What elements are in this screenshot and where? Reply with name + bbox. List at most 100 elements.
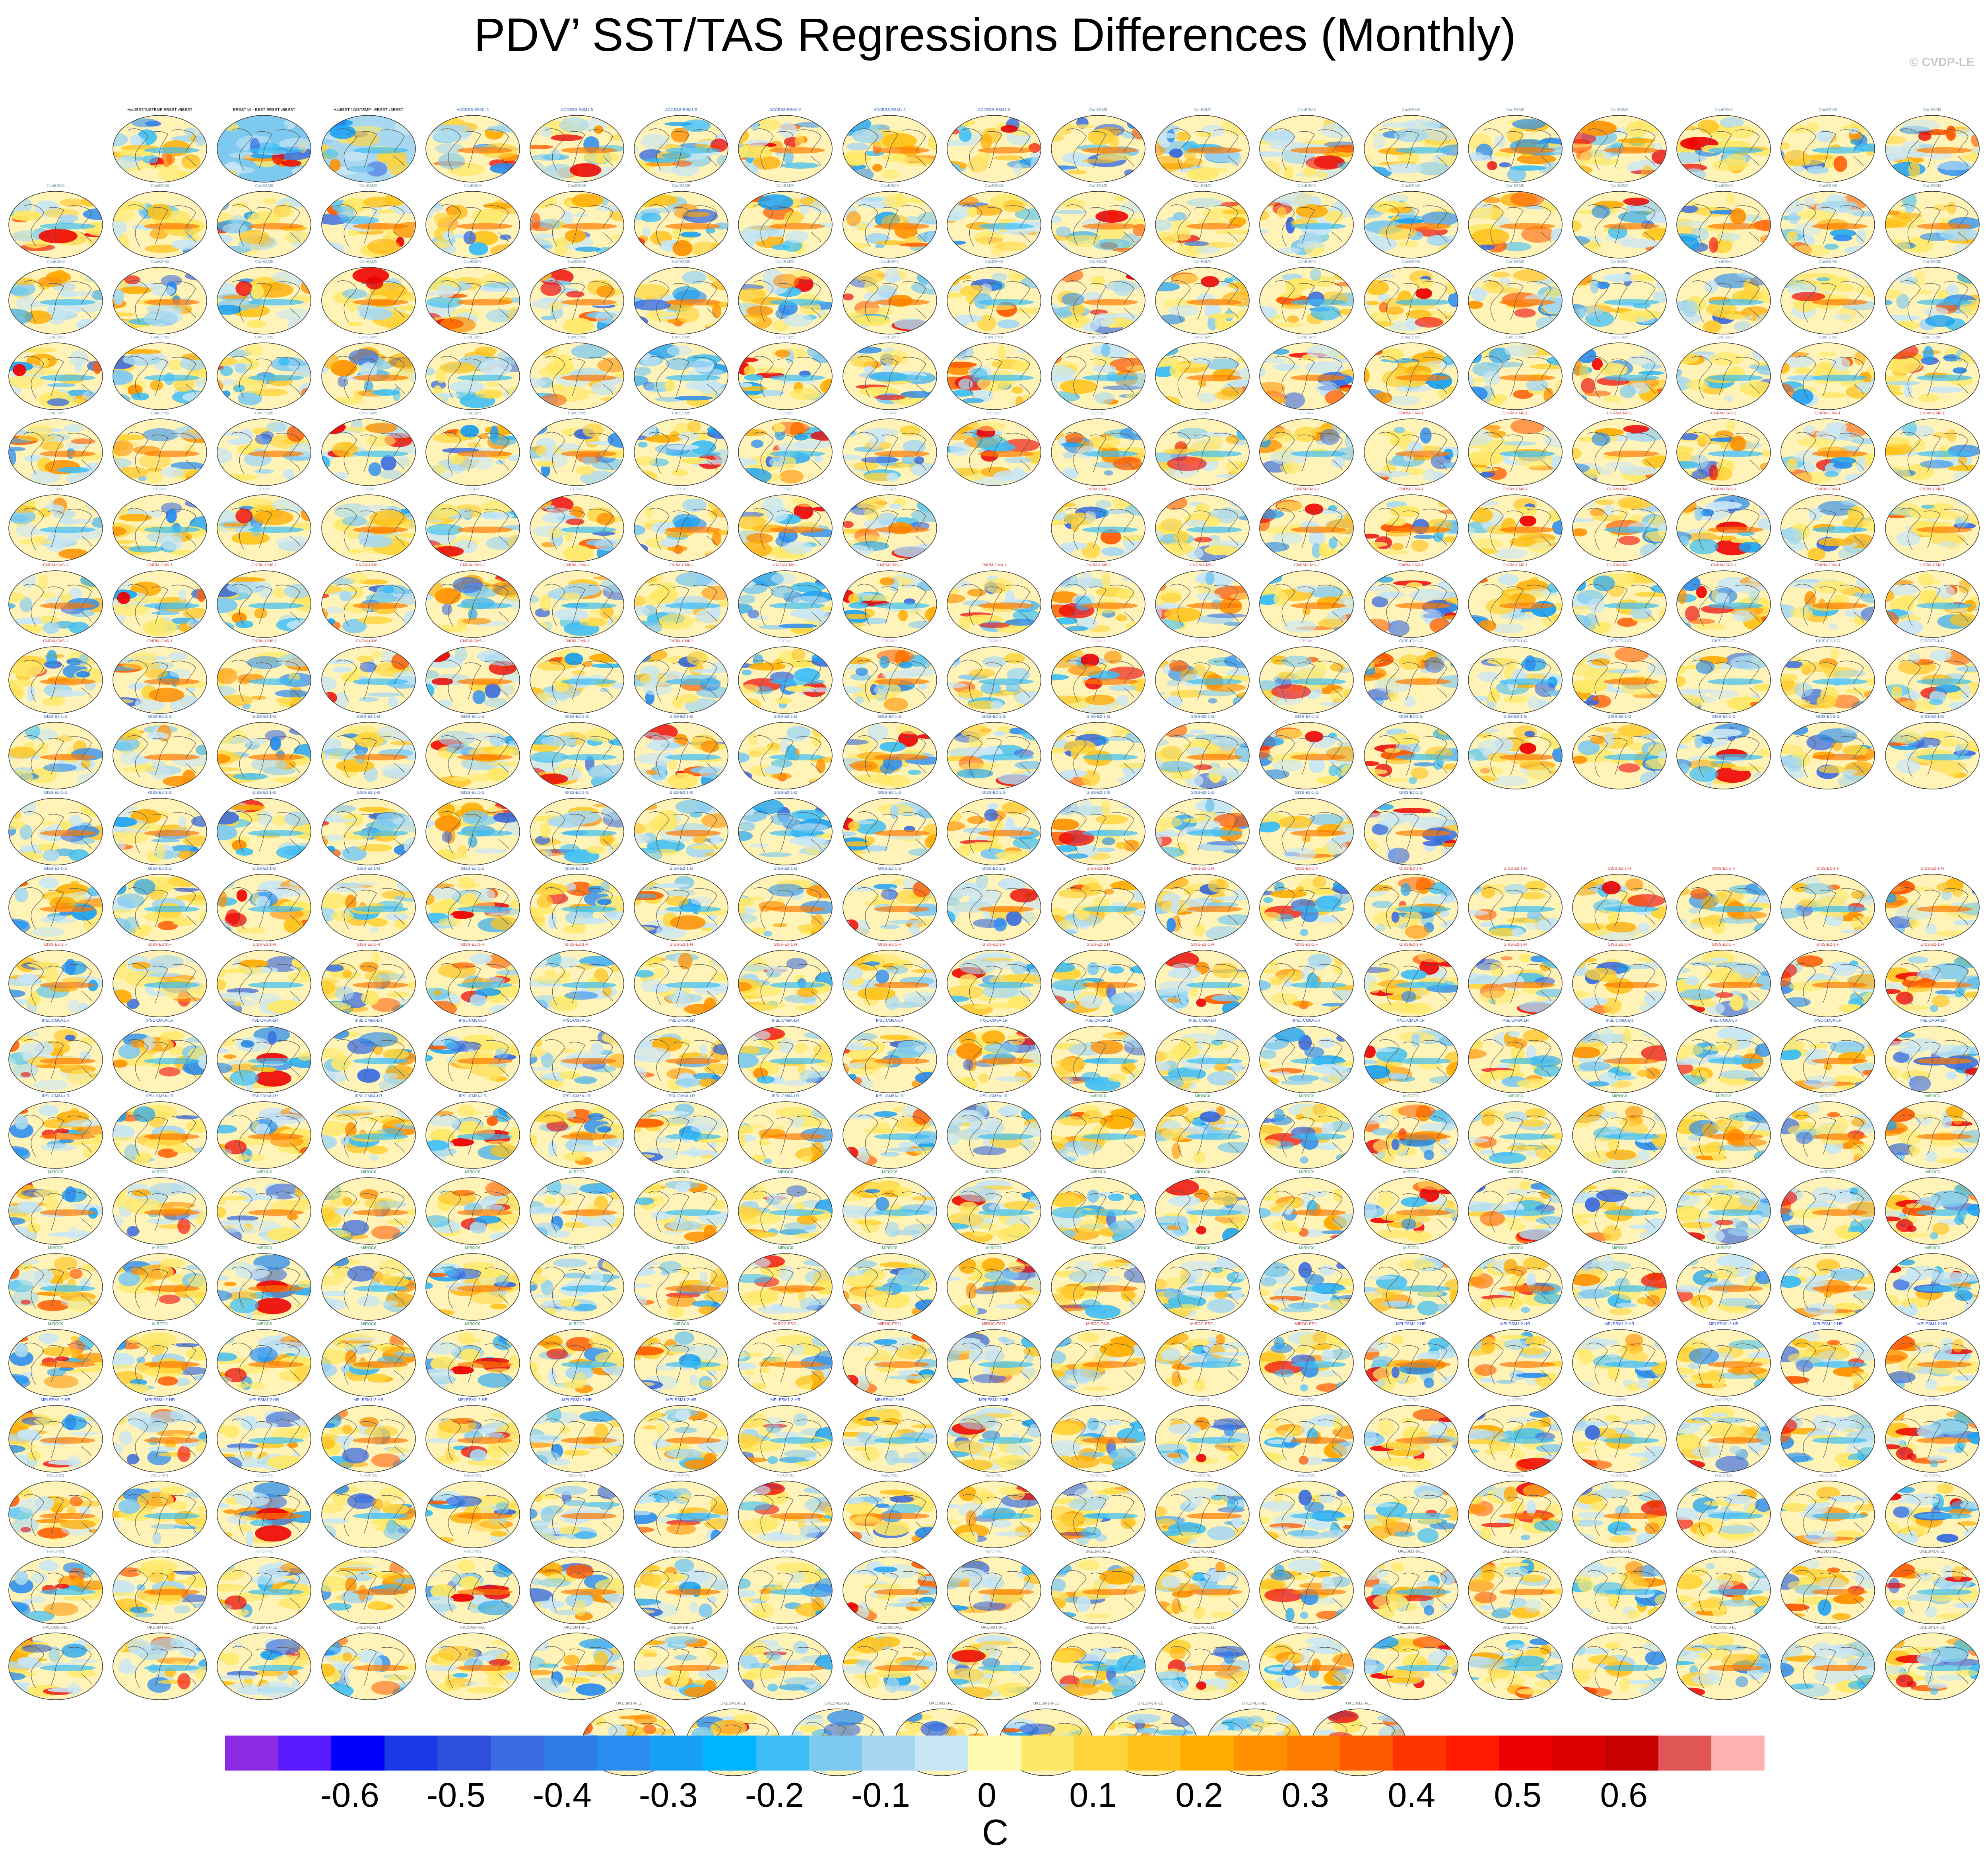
map-panel: MPI-ESM1-2-HR <box>527 1398 627 1473</box>
map-panel: MIROC6 <box>6 1170 106 1245</box>
regression-map <box>217 1025 312 1093</box>
regression-map <box>1572 1329 1667 1397</box>
regression-map <box>8 1405 103 1473</box>
map-panel: CNRM-CM6-1 <box>6 563 106 638</box>
panel-title: CanESM5 <box>880 335 899 340</box>
panel-title: MIROC6 <box>1194 1246 1210 1250</box>
panel-title: HadISST/GISTEMP ERSST v5BEST <box>127 108 192 112</box>
map-panel: CanESM5 <box>1048 335 1148 410</box>
map-panel: CNRM-CM6-1 <box>1048 563 1148 638</box>
map-panel: IPSL-CM6A-LR <box>110 1018 210 1094</box>
regression-map <box>1259 1557 1354 1624</box>
regression-map <box>8 1481 103 1549</box>
map-panel: GISS-E2-1-G <box>735 790 835 866</box>
map-panel: MIROC6 <box>423 1170 523 1245</box>
panel-title: MPI-ESM1-2-HR <box>1604 1322 1635 1326</box>
regression-map <box>1051 874 1145 941</box>
regression-map <box>634 191 728 259</box>
colorbar-swatch <box>225 1736 278 1771</box>
map-panel: CanESM5 <box>110 335 210 410</box>
map-panel: CanESM5 <box>1569 259 1670 335</box>
panel-title: MIROC6 <box>1507 1170 1523 1175</box>
regression-map <box>217 191 312 259</box>
regression-map <box>842 494 937 562</box>
panel-title: GISS-E2-1-G <box>461 715 485 719</box>
panel-title: CanESM5 <box>1089 259 1107 264</box>
map-panel: CNRM-CM6-1 <box>110 639 210 714</box>
regression-map <box>321 646 416 714</box>
panel-title: IPSL-CM6A-LR <box>563 1018 591 1023</box>
regression-map <box>634 646 728 714</box>
panel-title: GISS-E2-1-G <box>669 791 693 795</box>
regression-map <box>8 342 103 410</box>
regression-map <box>1051 115 1145 183</box>
map-panel: CNRM-CM6-1 <box>1673 487 1774 562</box>
map-panel: CESM1 <box>1048 411 1148 486</box>
map-panel: IPSL-CM6A-LR <box>1465 1018 1565 1094</box>
regression-map <box>1155 1177 1250 1245</box>
regression-map <box>1676 950 1771 1017</box>
map-panel: UKESM1-0-LL <box>840 1625 940 1701</box>
panel-title: MIROC6 <box>1299 1246 1314 1250</box>
panel-title: MPI-ESM1-2-HR <box>875 1398 905 1402</box>
map-panel: CESM1 <box>944 411 1044 486</box>
regression-map <box>425 1481 520 1549</box>
panel-title: MIROC6 <box>1716 1246 1732 1250</box>
map-panel: UKESM1-0-LL <box>1152 1549 1252 1625</box>
panel-title: CNRM-CM6-1 <box>1919 563 1945 568</box>
panel-title: NorCPM1 <box>985 1473 1003 1478</box>
panel-title: GISS-E2-1-G <box>878 867 902 871</box>
regression-map <box>1363 1025 1458 1093</box>
panel-title: GISS-E2-1-H <box>1295 867 1318 871</box>
map-panel: CNRM-CM6-1 <box>1882 411 1982 486</box>
map-panel: IPSL-CM6A-LR <box>840 1018 940 1094</box>
regression-map <box>1363 342 1458 410</box>
map-panel: NorCPM1 <box>840 1549 940 1625</box>
regression-map <box>1572 342 1667 410</box>
panel-title: GISS-E2-1-H <box>44 942 68 947</box>
panel-title: MIROC6 <box>1090 1246 1106 1250</box>
colorbar-swatch <box>1340 1736 1393 1771</box>
map-panel: NorCPM1 <box>840 1473 940 1549</box>
regression-map <box>738 418 833 486</box>
panel-title: CanESM5 <box>1402 259 1420 264</box>
map-panel: NorCPM1 <box>944 1473 1044 1549</box>
regression-map <box>1468 1557 1563 1624</box>
regression-map <box>947 874 1041 941</box>
panel-title: GISS-E2-1-G <box>773 791 798 795</box>
panel-title: NorCPM1 <box>985 1549 1003 1554</box>
panel-title: CanESM5 <box>151 411 169 416</box>
map-panel: CanESM5 <box>214 183 314 259</box>
panel-title: CanESM5 <box>568 335 586 340</box>
panel-title: CNRM-CM6-1 <box>668 639 694 643</box>
panel-title: CanESM5 <box>672 335 690 340</box>
panel-title: IPSL-CM6A-LR <box>459 1018 487 1023</box>
regression-map <box>113 266 207 334</box>
panel-title: CanESM5 <box>1402 183 1420 188</box>
map-panel: GISS-E2-1-G <box>318 866 419 942</box>
regression-map <box>634 418 728 486</box>
regression-map <box>425 418 520 486</box>
map-panel: NorCPM1 <box>1673 1398 1774 1473</box>
map-panel: CanESM5 <box>1256 259 1357 335</box>
colorbar-swatch <box>596 1736 650 1771</box>
panel-title: MIROC6 <box>1403 1094 1419 1099</box>
map-panel: GISS-E2-1-G <box>527 714 627 790</box>
colorbar-swatch <box>1074 1736 1128 1771</box>
map-panel: CanESM5 <box>318 335 419 410</box>
panel-title: MIROC6 <box>569 1322 585 1326</box>
panel-title: CNRM-CM6-1 <box>251 639 277 643</box>
panel-title: CNRM-CM6-1 <box>251 563 277 568</box>
map-panel: CNRM-CM6-1 <box>1048 487 1148 562</box>
colorbar-units: C <box>982 1812 1009 1853</box>
regression-map <box>947 798 1041 865</box>
regression-map <box>530 798 624 865</box>
panel-title: IPSL-CM6A-LR <box>355 1094 382 1099</box>
panel-title: MPI-ESM1-2-HR <box>1396 1322 1426 1326</box>
regression-map <box>1885 1025 1980 1093</box>
regression-map <box>217 646 312 714</box>
regression-map <box>738 1557 833 1624</box>
panel-title: IPSL-CM6A-LR <box>980 1094 1008 1099</box>
regression-map <box>1572 1253 1667 1321</box>
panel-title: MIROC6 <box>569 1170 585 1175</box>
